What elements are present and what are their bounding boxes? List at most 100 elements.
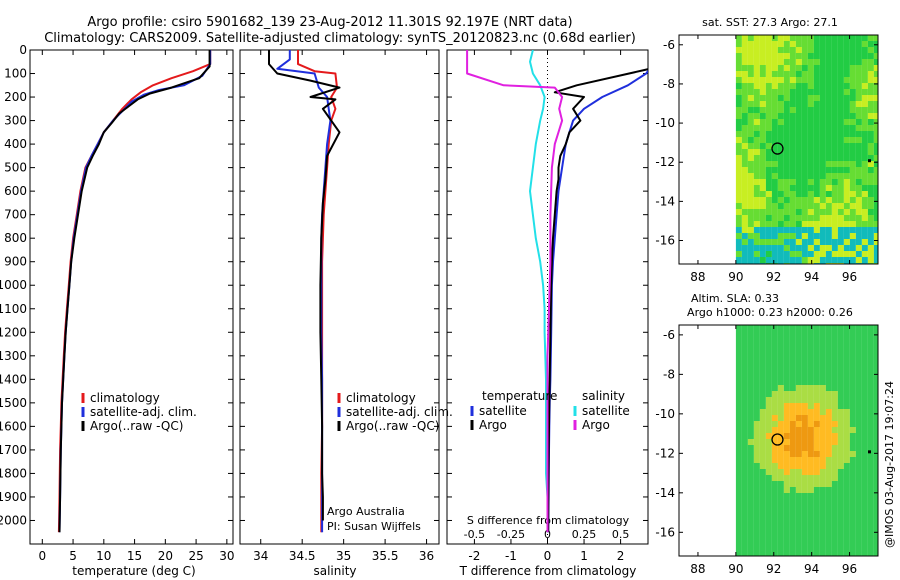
- sst-map-cell: [855, 113, 862, 119]
- sla-map-cell: [849, 529, 856, 535]
- sst-map-cell: [777, 167, 784, 173]
- sst-map-cell: [825, 221, 832, 227]
- sla-map-cell: [759, 397, 766, 403]
- sst-map-cell: [759, 215, 766, 221]
- sla-map-cell: [741, 487, 748, 493]
- sst-map-cell: [753, 131, 760, 137]
- sla-map-cell: [771, 463, 778, 469]
- sla-map-cell: [747, 529, 754, 535]
- sst-map-cell: [831, 221, 838, 227]
- sst-map-cell: [771, 119, 778, 125]
- sla-map-cell: [789, 349, 796, 355]
- sla-map-cell: [735, 499, 742, 505]
- sla-map-cell: [759, 505, 766, 511]
- sst-map-cell: [759, 185, 766, 191]
- sst-map-cell: [753, 143, 760, 149]
- sst-map-cell: [849, 161, 856, 167]
- sla-map-cell: [843, 511, 850, 517]
- difference-stick-label: -0.5: [464, 528, 485, 541]
- sst-map-cell: [807, 89, 814, 95]
- sla-map-cell: [801, 535, 808, 541]
- salinity-xtick-label: 34: [253, 549, 268, 563]
- sst-map-cell: [741, 215, 748, 221]
- sla-map-cell: [753, 511, 760, 517]
- sla-map-cell: [747, 367, 754, 373]
- sst-map-cell: [831, 209, 838, 215]
- sst-map-cell: [873, 203, 878, 209]
- sst-map-cell: [747, 143, 754, 149]
- sla-map-cell: [843, 391, 850, 397]
- sla-map-cell: [759, 361, 766, 367]
- sst-map-cell: [831, 137, 838, 143]
- sla-map-cell: [765, 397, 772, 403]
- temperature-xtick-label: 5: [69, 549, 77, 563]
- sst-map-cell: [867, 89, 874, 95]
- sla-map-cell: [735, 373, 742, 379]
- sla-map-cell: [831, 547, 838, 553]
- sla-map-cell: [753, 493, 760, 499]
- sst-map-cell: [759, 239, 766, 245]
- sst-map-cell: [777, 257, 784, 263]
- sla-map-cell: [783, 541, 790, 547]
- sst-map-cell: [753, 221, 760, 227]
- sla-map-cell: [861, 391, 868, 397]
- sst-map-cell: [855, 155, 862, 161]
- sst-map-cell: [843, 257, 850, 263]
- sla-map-cell: [831, 475, 838, 481]
- sla-map-cell: [861, 379, 868, 385]
- sst-map-cell: [837, 71, 844, 77]
- sla-map-cell: [831, 409, 838, 415]
- sst-map-cell: [873, 155, 878, 161]
- sst-map-cell: [753, 251, 760, 257]
- sla-map-cell: [735, 451, 742, 457]
- salinity-xlabel: salinity: [313, 564, 356, 578]
- sla-map-cell: [807, 391, 814, 397]
- temperature-xtick-label: 15: [127, 549, 142, 563]
- sla-map-cell: [831, 541, 838, 547]
- sla-map-cell: [765, 373, 772, 379]
- sst-map-cell: [861, 77, 868, 83]
- sst-map-cell: [735, 185, 742, 191]
- sla-map-cell: [837, 451, 844, 457]
- sst-map-cell: [735, 161, 742, 167]
- sla-map-cell: [783, 457, 790, 463]
- sst-map-cell: [861, 161, 868, 167]
- sst-map-cell: [789, 245, 796, 251]
- sst-map-cell: [783, 245, 790, 251]
- sst-map-cell: [765, 251, 772, 257]
- sst-map-cell: [861, 71, 868, 77]
- sla-map-cell: [735, 421, 742, 427]
- sst-map-cell: [813, 107, 820, 113]
- sst-map-cell: [807, 143, 814, 149]
- sst-map-cell: [759, 77, 766, 83]
- sst-map-cell: [867, 83, 874, 89]
- sst-map-cell: [807, 47, 814, 53]
- sla-map-cell: [843, 445, 850, 451]
- sst-map-cell: [807, 215, 814, 221]
- sst-map-cell: [837, 167, 844, 173]
- sla-map-cell: [747, 457, 754, 463]
- sst-map-cell: [735, 47, 742, 53]
- sst-map-cell: [759, 119, 766, 125]
- sst-map-cell: [795, 41, 802, 47]
- sst-map-cell: [807, 227, 814, 233]
- sla-map-cell: [849, 463, 856, 469]
- sst-map-cell: [759, 41, 766, 47]
- sst-map-cell: [849, 59, 856, 65]
- sla-map-cell: [753, 469, 760, 475]
- sla-map-cell: [789, 427, 796, 433]
- sla-map-cell: [783, 361, 790, 367]
- sla-map-cell: [747, 325, 754, 331]
- sla-map-cell: [873, 391, 878, 397]
- sst-map-cell: [813, 251, 820, 257]
- sla-map-cell: [867, 439, 874, 445]
- sla-map-cell: [759, 475, 766, 481]
- sla-map-cell: [867, 421, 874, 427]
- sla-map-cell: [867, 415, 874, 421]
- sla-map-cell: [855, 523, 862, 529]
- sst-map-cell: [777, 173, 784, 179]
- sla-map-cell: [765, 517, 772, 523]
- sla-map-cell: [861, 553, 868, 556]
- sst-map-cell: [783, 143, 790, 149]
- sla-map-cell: [753, 379, 760, 385]
